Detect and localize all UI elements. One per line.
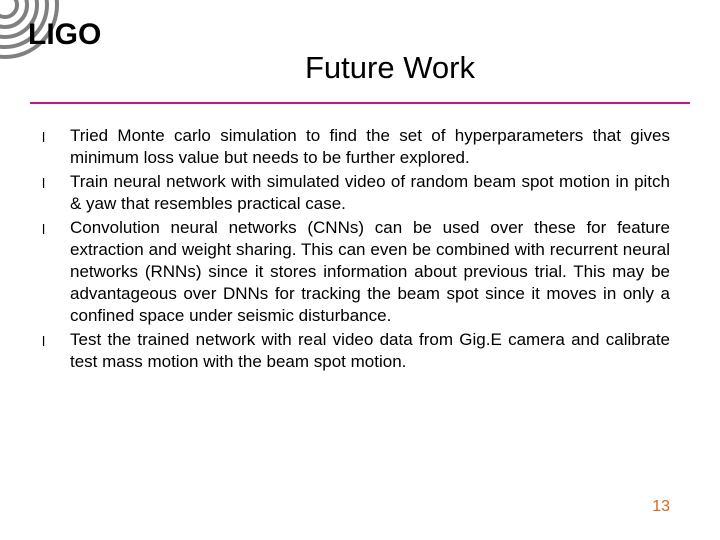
bullet-marker: l <box>42 125 70 148</box>
bullet-text: Train neural network with simulated vide… <box>70 171 670 215</box>
bullet-text: Tried Monte carlo simulation to find the… <box>70 125 670 169</box>
bullet-text: Convolution neural networks (CNNs) can b… <box>70 217 670 327</box>
bullet-list: l Tried Monte carlo simulation to find t… <box>42 125 670 375</box>
bullet-text: Test the trained network with real video… <box>70 329 670 373</box>
bullet-marker: l <box>42 171 70 194</box>
page-number: 13 <box>652 498 670 516</box>
list-item: l Train neural network with simulated vi… <box>42 171 670 215</box>
list-item: l Test the trained network with real vid… <box>42 329 670 373</box>
bullet-marker: l <box>42 217 70 240</box>
logo-text: LIGO <box>28 18 101 51</box>
bullet-marker: l <box>42 329 70 352</box>
divider-line <box>30 102 690 104</box>
list-item: l Convolution neural networks (CNNs) can… <box>42 217 670 327</box>
list-item: l Tried Monte carlo simulation to find t… <box>42 125 670 169</box>
slide-title: Future Work <box>305 50 475 86</box>
logo: LIGO <box>0 0 130 65</box>
